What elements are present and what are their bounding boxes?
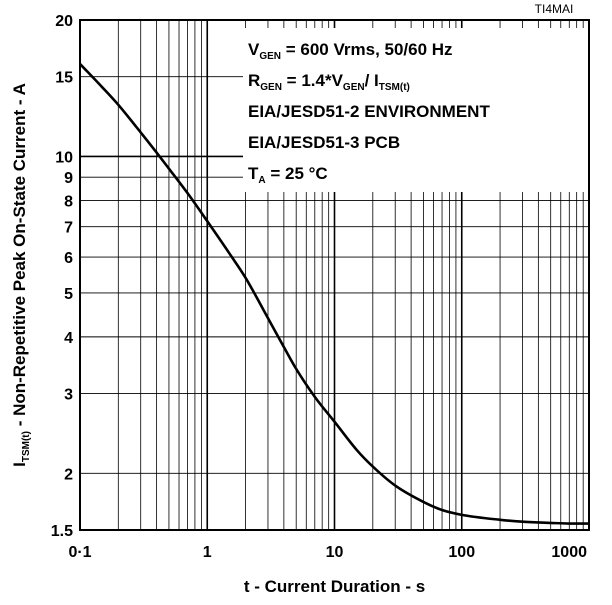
- y-axis-title-sub: TSM(t): [21, 431, 32, 462]
- annotation-text: V: [248, 40, 260, 59]
- y-tick-label: 8: [64, 193, 73, 210]
- y-axis-title: ITSM(t) - Non-Repetitive Peak On-State C…: [10, 83, 32, 467]
- x-tick-label: 1: [203, 544, 212, 561]
- y-tick-label: 10: [55, 149, 73, 166]
- y-tick-label: 4: [64, 330, 73, 347]
- annotation-subscript: A: [258, 175, 265, 186]
- annotation-subscript: TSM(t): [379, 82, 410, 93]
- x-tick-label: 0·1: [68, 544, 91, 561]
- y-tick-label: 20: [55, 13, 73, 30]
- annotation-line: EIA/JESD51-2 ENVIRONMENT: [248, 102, 490, 121]
- annotation-text: = 25 °C: [266, 164, 328, 183]
- annotation-line: TA = 25 °C: [248, 164, 328, 186]
- y-axis-title-rest: - Non-Repetitive Peak On-State Current -…: [10, 83, 29, 431]
- y-tick-label: 3: [64, 387, 73, 404]
- y-tick-labels: 1.5 2 3 4 5 6 7 8 9 10 15 20: [51, 13, 73, 540]
- annotation-text: = 1.4*V: [282, 71, 344, 90]
- annotation-text: T: [248, 164, 259, 183]
- series-line-0: [79, 63, 589, 525]
- plot-frame: [79, 19, 590, 531]
- annotation-text: / I: [365, 71, 379, 90]
- annotation-text: EIA/JESD51-3 PCB: [248, 133, 400, 152]
- figure-tag: TI4MAI: [535, 2, 574, 16]
- y-tick-label: 9: [64, 170, 73, 187]
- annotation-line: VGEN = 600 Vrms, 50/60 Hz: [248, 40, 453, 62]
- y-tick-label: 2: [64, 466, 73, 483]
- x-tick-label: 1000: [551, 544, 587, 561]
- y-tick-label: 7: [64, 220, 73, 237]
- y-tick-label: 6: [64, 250, 73, 267]
- y-axis-title-main: I: [10, 462, 29, 467]
- annotation-subscript: GEN: [259, 51, 281, 62]
- annotation-subscript: GEN: [260, 82, 282, 93]
- annotation-text: R: [248, 71, 260, 90]
- x-tick-labels: 0·1 1 10 100 1000: [68, 544, 587, 561]
- annotation-line: RGEN = 1.4*VGEN/ ITSM(t): [248, 71, 410, 93]
- y-tick-label: 1.5: [51, 523, 73, 540]
- series-layer: [79, 63, 589, 525]
- annotation-subscript: GEN: [343, 82, 365, 93]
- x-tick-label: 10: [326, 544, 344, 561]
- annotation-box: [243, 28, 595, 192]
- annotation-text: EIA/JESD51-2 ENVIRONMENT: [248, 102, 490, 121]
- x-axis-title: t - Current Duration - s: [244, 577, 425, 596]
- annotation-line: EIA/JESD51-3 PCB: [248, 133, 400, 152]
- y-tick-label: 5: [64, 286, 73, 303]
- y-tick-label: 15: [55, 70, 73, 87]
- x-tick-label: 100: [448, 544, 475, 561]
- annotation-text: = 600 Vrms, 50/60 Hz: [281, 40, 453, 59]
